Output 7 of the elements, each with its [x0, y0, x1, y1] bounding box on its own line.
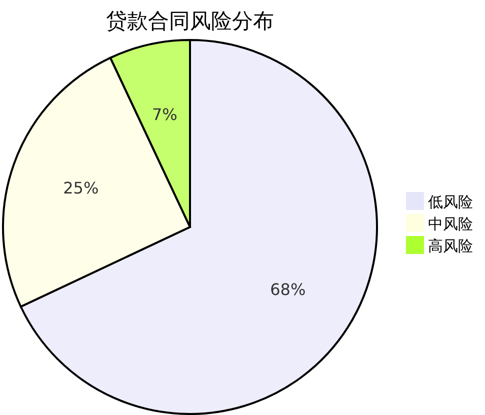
legend-label: 低风险: [428, 193, 473, 211]
data-label: 25%: [63, 178, 99, 198]
legend-label: 中风险: [428, 215, 473, 233]
legend-label: 高风险: [428, 237, 473, 255]
data-label: 7%: [152, 104, 178, 124]
chart-title: 贷款合同风险分布: [106, 9, 274, 33]
data-label: 68%: [270, 280, 306, 300]
